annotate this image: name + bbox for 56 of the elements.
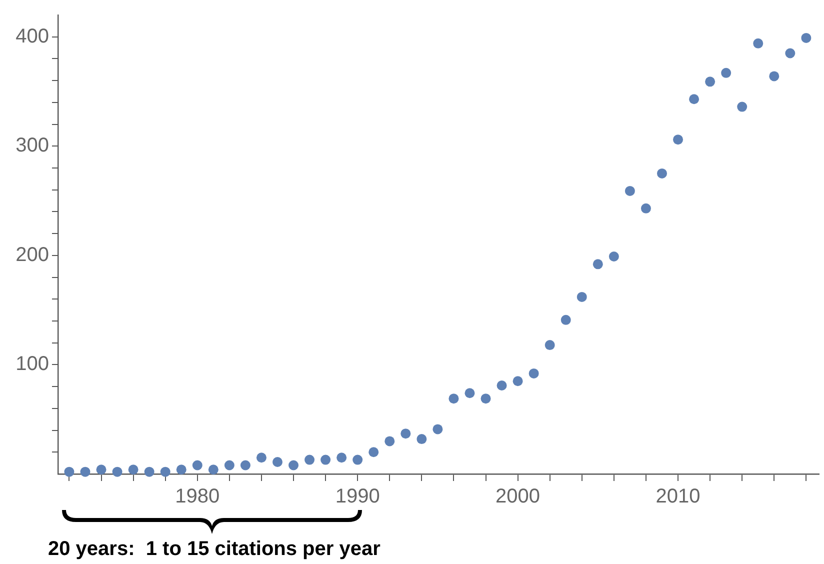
y-tick-label: 100 — [16, 353, 49, 376]
text: 20 years: 1 to 15 citations per year — [48, 538, 380, 561]
point — [464, 388, 475, 398]
point — [689, 94, 700, 104]
point — [576, 292, 587, 302]
y-tick-label: 300 — [16, 134, 49, 157]
point — [416, 434, 427, 444]
point — [753, 38, 764, 48]
point — [528, 368, 539, 378]
point — [112, 466, 122, 477]
x-tick-label: 2000 — [496, 486, 540, 508]
point — [544, 340, 555, 350]
point — [400, 428, 411, 439]
point — [769, 71, 780, 82]
point — [448, 394, 459, 404]
point — [624, 186, 635, 196]
point — [304, 454, 315, 465]
point — [336, 452, 347, 463]
point — [256, 452, 266, 463]
point — [721, 68, 732, 78]
y-tick-label: 200 — [16, 244, 49, 266]
point — [80, 466, 90, 477]
point — [272, 456, 282, 467]
point — [512, 376, 523, 386]
x-tick-label: 2010 — [656, 486, 700, 508]
point — [705, 76, 716, 87]
point — [368, 447, 379, 458]
point — [240, 460, 250, 470]
point — [673, 134, 684, 145]
point — [64, 466, 74, 477]
point — [160, 466, 170, 477]
point — [192, 460, 202, 470]
point — [320, 454, 331, 465]
point — [176, 464, 186, 475]
point — [656, 168, 667, 178]
point — [496, 380, 507, 390]
point — [128, 464, 138, 475]
point — [432, 424, 443, 434]
point — [640, 203, 651, 214]
point — [208, 464, 218, 475]
point — [96, 464, 106, 475]
point — [224, 460, 234, 470]
point — [352, 454, 363, 465]
point — [801, 32, 812, 43]
point — [480, 394, 491, 404]
point — [288, 460, 299, 470]
point — [737, 102, 748, 112]
point — [560, 314, 571, 325]
point — [384, 436, 395, 446]
x-tick-label: 1990 — [335, 486, 380, 508]
point — [592, 259, 603, 270]
point — [608, 252, 619, 262]
point — [144, 466, 154, 477]
y-tick-label: 400 — [16, 25, 49, 48]
point — [785, 48, 796, 58]
x-tick-label: 1980 — [175, 486, 220, 508]
